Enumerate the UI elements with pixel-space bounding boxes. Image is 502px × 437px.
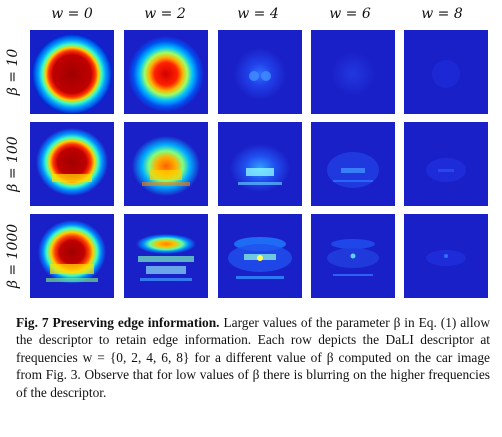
- heatmap-tile-beta100-w4: [218, 122, 302, 206]
- figure-grid: w = 0 w = 2 w = 4 w = 6 w = 8 β = 10 β =…: [5, 6, 488, 298]
- heatmap-tile-beta100-w8: [404, 122, 488, 206]
- row-label-beta100: β = 100: [5, 136, 21, 192]
- heatmap-tile-beta1000-w0: [30, 214, 114, 298]
- heatmap-tile-beta1000-w2: [124, 214, 208, 298]
- heatmap-image: [124, 30, 208, 114]
- heatmap-tile-beta10-w0: [30, 30, 114, 114]
- heatmap-image: [404, 30, 488, 114]
- heatmap-image: [218, 122, 302, 206]
- column-label-w2: w = 2: [144, 6, 186, 22]
- heatmap-image: [218, 214, 302, 298]
- row-label-beta1000: β = 1000: [5, 223, 21, 289]
- heatmap-image: [30, 122, 114, 206]
- heatmap-image: [311, 122, 395, 206]
- heatmap-tile-beta10-w8: [404, 30, 488, 114]
- heatmap-image: [124, 122, 208, 206]
- heatmap-tile-beta1000-w6: [311, 214, 395, 298]
- caption-label: Fig. 7: [16, 315, 49, 330]
- heatmap-tile-beta1000-w8: [404, 214, 488, 298]
- heatmap-tile-beta10-w4: [218, 30, 302, 114]
- heatmap-image: [311, 214, 395, 298]
- heatmap-tile-beta10-w6: [311, 30, 395, 114]
- heatmap-image: [311, 30, 395, 114]
- caption-title: Preserving edge information.: [52, 315, 220, 330]
- row-label-beta10: β = 10: [5, 48, 21, 96]
- heatmap-tile-beta100-w6: [311, 122, 395, 206]
- heatmap-image: [30, 214, 114, 298]
- column-label-w6: w = 6: [329, 6, 371, 22]
- heatmap-image: [404, 122, 488, 206]
- column-label-w4: w = 4: [237, 6, 279, 22]
- heatmap-image: [30, 30, 114, 114]
- heatmap-image: [124, 214, 208, 298]
- column-label-w0: w = 0: [51, 6, 93, 22]
- heatmap-tile-beta10-w2: [124, 30, 208, 114]
- column-label-w8: w = 8: [421, 6, 463, 22]
- heatmap-tile-beta100-w2: [124, 122, 208, 206]
- heatmap-image: [218, 30, 302, 114]
- caption-text: Larger values of the parameter β in Eq. …: [16, 315, 490, 400]
- heatmap-image: [404, 214, 488, 298]
- heatmap-tile-beta100-w0: [30, 122, 114, 206]
- heatmap-tile-beta1000-w4: [218, 214, 302, 298]
- figure-caption: Fig. 7 Preserving edge information. Larg…: [16, 314, 490, 401]
